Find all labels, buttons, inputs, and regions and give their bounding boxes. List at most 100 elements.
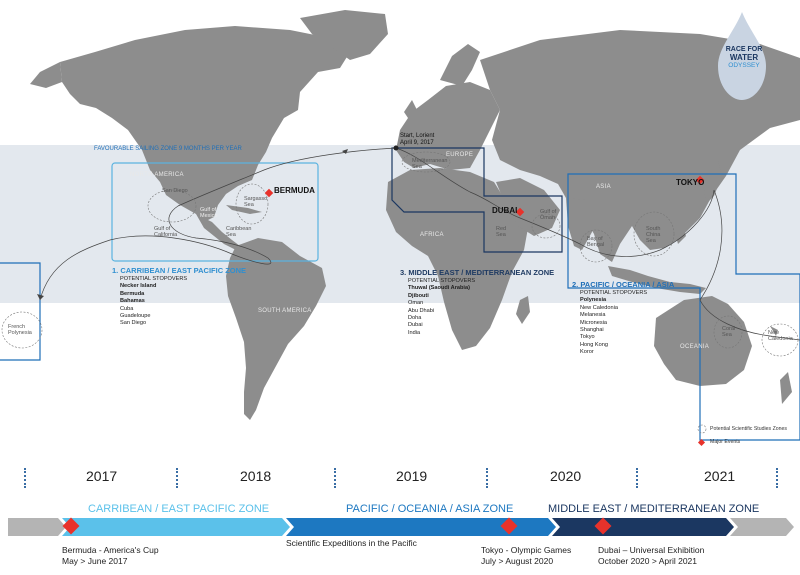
scientific-zone-caledonia (761, 323, 799, 357)
new-caledonia-land (770, 326, 778, 336)
label-africa: AFRICA (420, 232, 444, 238)
zone-2-stop: Polynesia (580, 297, 607, 304)
zone-3-stop: Dubai (408, 322, 423, 329)
zone-3-stop: Oman (408, 300, 424, 307)
start-point (393, 145, 399, 151)
timeline-event-dubai (594, 517, 612, 535)
label-europe: EUROPE (446, 152, 474, 158)
label-french-polynesia: French Polynesia (8, 324, 32, 336)
event-label-dubai: DUBAI (492, 206, 518, 215)
timeline-segment-zone-1 (62, 518, 290, 536)
zone-2-stop: Hong Kong (580, 341, 608, 348)
legend-event-sample (697, 438, 706, 447)
africa-land (386, 168, 528, 350)
zone-1-title: 1. CARRIBEAN / EAST PACIFIC ZONE (112, 266, 247, 275)
logo-drop-icon (718, 12, 766, 100)
asia-land (480, 30, 800, 262)
zone-3-stopovers: POTENTIAL STOPOVERS Thuwal (Saoudi Arabi… (408, 278, 475, 337)
start-label: Start, Lorient April 9, 2017 (400, 133, 434, 147)
zone-3-title: 3. MIDDLE EAST / MEDITERRANEAN ZONE (400, 268, 555, 277)
label-san-diego: San Diego (162, 188, 188, 194)
zone-1-header: POTENTIAL STOPOVERS (120, 276, 188, 282)
year-2018: 2018 (240, 468, 272, 484)
note-dubai-line-2: October 2020 > April 2021 (598, 556, 697, 566)
zone-1-stop: San Diego (120, 320, 147, 327)
zone-3-stop: Doha (408, 315, 422, 322)
timeline-zone-label-3: MIDDLE EAST / MEDITERRANEAN ZONE (548, 503, 760, 515)
label-caribbean-sea: Caribbean Sea (226, 226, 252, 238)
indonesia-islands (608, 266, 706, 294)
start-line-2: April 9, 2017 (400, 140, 434, 146)
label-gulf-of-california: Gulf of California (154, 226, 178, 238)
timeline-note-pacific: Scientific Expeditions in the Pacific (286, 538, 417, 549)
zone-2-stop: Koror (580, 349, 594, 356)
scientific-zone-polynesia (1, 311, 43, 349)
scientific-zone-bengal (579, 229, 613, 263)
zone-2-stop: Tokyo (580, 334, 595, 341)
central-america-land (196, 214, 240, 250)
zone-1-box (111, 162, 319, 262)
zone-2-stop: Micronesia (580, 319, 608, 326)
legend-dashed-sample (697, 424, 707, 434)
label-south-america: SOUTH AMERICA (258, 308, 312, 314)
timeline-note-bermuda: Bermuda - America's Cup May > June 2017 (62, 545, 159, 567)
label-north-america: NORTH AMERICA (130, 172, 184, 178)
india-land (566, 198, 598, 250)
year-2019: 2019 (396, 468, 428, 484)
year-separator (486, 468, 490, 488)
label-mediterranean-sea: Mediterranean Sea (412, 158, 448, 170)
route-arrow-2 (37, 294, 44, 300)
zone-2-stop: Shanghai (580, 327, 604, 334)
timeline-bar (8, 517, 794, 536)
zone-3-box (391, 147, 563, 253)
new-zealand-land (780, 372, 792, 404)
zone-2-stop: New Caledonia (580, 304, 618, 311)
year-2017: 2017 (86, 468, 118, 484)
australia-land (654, 296, 752, 386)
south-america-land (226, 238, 326, 420)
year-separator (334, 468, 338, 488)
scandinavia-land (440, 44, 480, 86)
zone-1-stop: Bermuda (120, 290, 145, 297)
greenland-land (300, 10, 388, 60)
scientific-zone-coral (713, 315, 743, 349)
zone-3-stop: Abu Dhabi (408, 307, 435, 314)
note-pacific-line-1: Scientific Expeditions in the Pacific (286, 538, 417, 548)
zone-1-stop: Guadeloupe (120, 313, 151, 320)
year-2020: 2020 (550, 468, 582, 484)
scientific-zone-scs (633, 211, 675, 257)
zone-3-stop: Djibouti (408, 292, 429, 299)
label-sargasso-sea: Sargasso Sea (244, 196, 268, 208)
logo-line-2: WATER (729, 53, 759, 62)
event-label-bermuda: BERMUDA (274, 186, 315, 195)
world-map (0, 10, 800, 447)
philippines-land (672, 218, 686, 244)
favourable-zone-label: FAVOURABLE SAILING ZONE 9 MONTHS PER YEA… (94, 146, 242, 152)
timeline-zone-label-1: CARRIBEAN / EAST PACIFIC ZONE (88, 503, 270, 515)
zone-2-header: POTENTIAL STOPOVERS (580, 290, 648, 296)
timeline-event-tokyo (500, 517, 518, 535)
scientific-zone-med (401, 151, 451, 173)
madagascar-land (516, 296, 530, 324)
zone-2-stopovers: POTENTIAL STOPOVERS Polynesia New Caledo… (580, 290, 647, 357)
caribbean-islands (226, 205, 262, 214)
legend-events-label: Major Events (710, 439, 741, 445)
logo: RACE FOR WATER ODYSSEY (724, 46, 764, 70)
timeline-segment-zone-3 (552, 518, 734, 536)
year-separator (24, 468, 28, 488)
zone-polynesia-box (0, 262, 41, 361)
year-separator (176, 468, 180, 488)
note-dubai-line-1: Dubai – Universal Exhibition (598, 545, 705, 555)
scientific-zone-sargasso (235, 183, 269, 225)
timeline-zone-label-2: PACIFIC / OCEANIA / ASIA ZONE (346, 503, 514, 515)
label-gulf-of-mexico: Gulf of Mexico (200, 207, 218, 219)
zone-1-stop: Bahamas (120, 298, 145, 305)
year-2021: 2021 (704, 468, 736, 484)
label-oceania: OCEANIA (680, 344, 710, 350)
label-asia: ASIA (596, 184, 611, 190)
alaska-land (30, 62, 62, 88)
uk-land (404, 100, 418, 124)
start-line-1: Start, Lorient (400, 133, 435, 139)
north-america-land (60, 26, 350, 222)
year-separator (636, 468, 640, 488)
